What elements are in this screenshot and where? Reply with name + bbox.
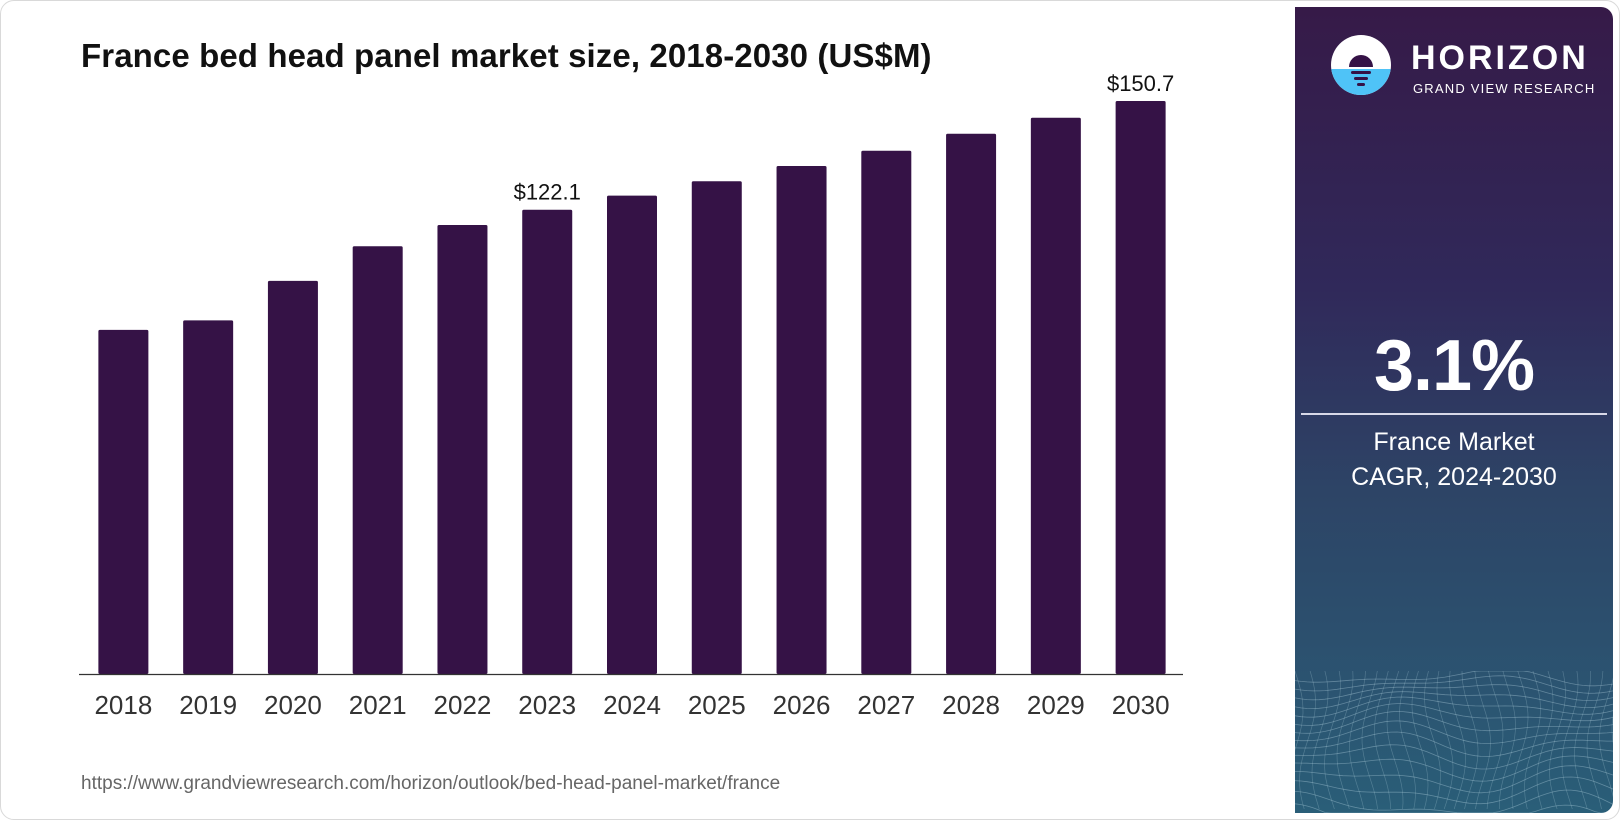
decorative-mesh [1295,671,1613,813]
bar-2025 [691,181,742,674]
x-tick-label: 2022 [434,690,492,720]
logo-name: HORIZON [1411,39,1589,77]
x-tick-label: 2023 [518,690,576,720]
bar-2024 [607,195,657,674]
x-tick-label: 2019 [179,690,237,720]
x-tick-label: 2028 [942,690,1000,720]
bar-2019 [183,320,234,674]
bar-2023 [522,209,573,675]
bar-2022 [437,224,488,674]
horizon-sun-icon [1331,35,1391,95]
bar-2029 [1030,117,1081,675]
cagr-label: France Market CAGR, 2024-2030 [1295,425,1613,495]
x-tick-label: 2020 [264,690,322,720]
bar-2021 [352,246,403,674]
x-tick-label: 2029 [1027,690,1085,720]
bar-2020 [267,280,318,674]
x-tick-label: 2026 [773,690,831,720]
x-tick-label: 2027 [857,690,915,720]
bar-2026 [776,166,827,674]
cagr-label-line1: France Market [1373,428,1535,456]
logo-subtitle: GRAND VIEW RESEARCH [1413,81,1596,96]
cagr-panel: HORIZON GRAND VIEW RESEARCH 3.1% France … [1295,7,1613,813]
source-url[interactable]: https://www.grandviewresearch.com/horizo… [81,773,781,794]
cagr-label-line2: CAGR, 2024-2030 [1351,463,1557,491]
x-tick-label: 2021 [349,690,407,720]
bar-2027 [861,150,912,674]
data-label: $150.7 [1107,71,1174,96]
x-tick-label: 2018 [94,690,152,720]
chart-title: France bed head panel market size, 2018-… [81,37,932,74]
x-tick-label: 2024 [603,690,661,720]
x-tick-label: 2025 [688,690,746,720]
cagr-value: 3.1% [1373,326,1535,406]
bar-2030 [1115,101,1166,674]
bar-chart: 2018 2019 2020 2021 2022 2023 2024 2025 2026 2027… [79,71,1183,720]
horizon-logo: HORIZON GRAND VIEW RESEARCH [1329,31,1599,101]
x-tick-label: 2030 [1112,690,1170,720]
bar-2028 [946,133,997,674]
data-label: $122.1 [514,180,581,205]
cagr-divider [1301,413,1607,415]
bar-2018 [98,329,149,674]
